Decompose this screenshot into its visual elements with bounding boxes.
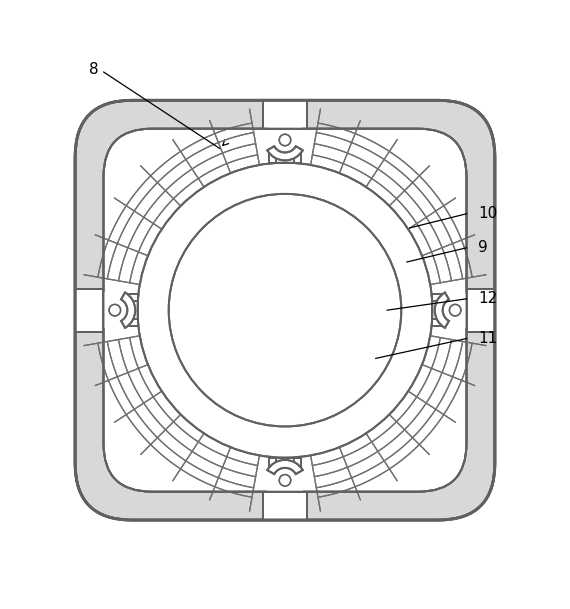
Circle shape xyxy=(137,163,433,457)
FancyBboxPatch shape xyxy=(75,100,495,520)
Polygon shape xyxy=(269,123,301,163)
Polygon shape xyxy=(104,301,137,319)
Circle shape xyxy=(169,194,401,426)
Polygon shape xyxy=(104,301,137,319)
Circle shape xyxy=(264,460,306,501)
Bar xyxy=(75,289,104,332)
Text: 12: 12 xyxy=(478,291,497,306)
Circle shape xyxy=(279,474,291,486)
Polygon shape xyxy=(276,128,294,163)
Text: 10: 10 xyxy=(478,206,497,221)
Polygon shape xyxy=(433,301,466,319)
Polygon shape xyxy=(433,294,472,326)
Text: 9: 9 xyxy=(478,241,487,255)
Circle shape xyxy=(450,304,461,316)
Circle shape xyxy=(95,290,135,331)
Text: 11: 11 xyxy=(478,331,497,346)
Circle shape xyxy=(435,290,475,331)
Circle shape xyxy=(435,290,475,331)
FancyBboxPatch shape xyxy=(104,128,466,491)
Polygon shape xyxy=(276,457,294,491)
Polygon shape xyxy=(276,128,294,163)
Polygon shape xyxy=(98,294,137,326)
Bar xyxy=(466,289,495,332)
Bar xyxy=(263,491,307,520)
Text: 8: 8 xyxy=(89,62,99,77)
Circle shape xyxy=(264,119,306,160)
Circle shape xyxy=(264,119,306,160)
Polygon shape xyxy=(269,457,301,498)
Polygon shape xyxy=(433,294,472,326)
Polygon shape xyxy=(98,294,137,326)
Polygon shape xyxy=(276,457,294,491)
Circle shape xyxy=(95,290,135,331)
Circle shape xyxy=(109,304,120,316)
Circle shape xyxy=(137,163,433,457)
Circle shape xyxy=(279,474,291,486)
Circle shape xyxy=(264,460,306,501)
Circle shape xyxy=(279,135,291,146)
Circle shape xyxy=(109,304,120,316)
Polygon shape xyxy=(269,457,301,498)
Circle shape xyxy=(450,304,461,316)
Polygon shape xyxy=(433,301,466,319)
Polygon shape xyxy=(269,123,301,163)
Bar xyxy=(263,100,307,128)
Circle shape xyxy=(279,135,291,146)
